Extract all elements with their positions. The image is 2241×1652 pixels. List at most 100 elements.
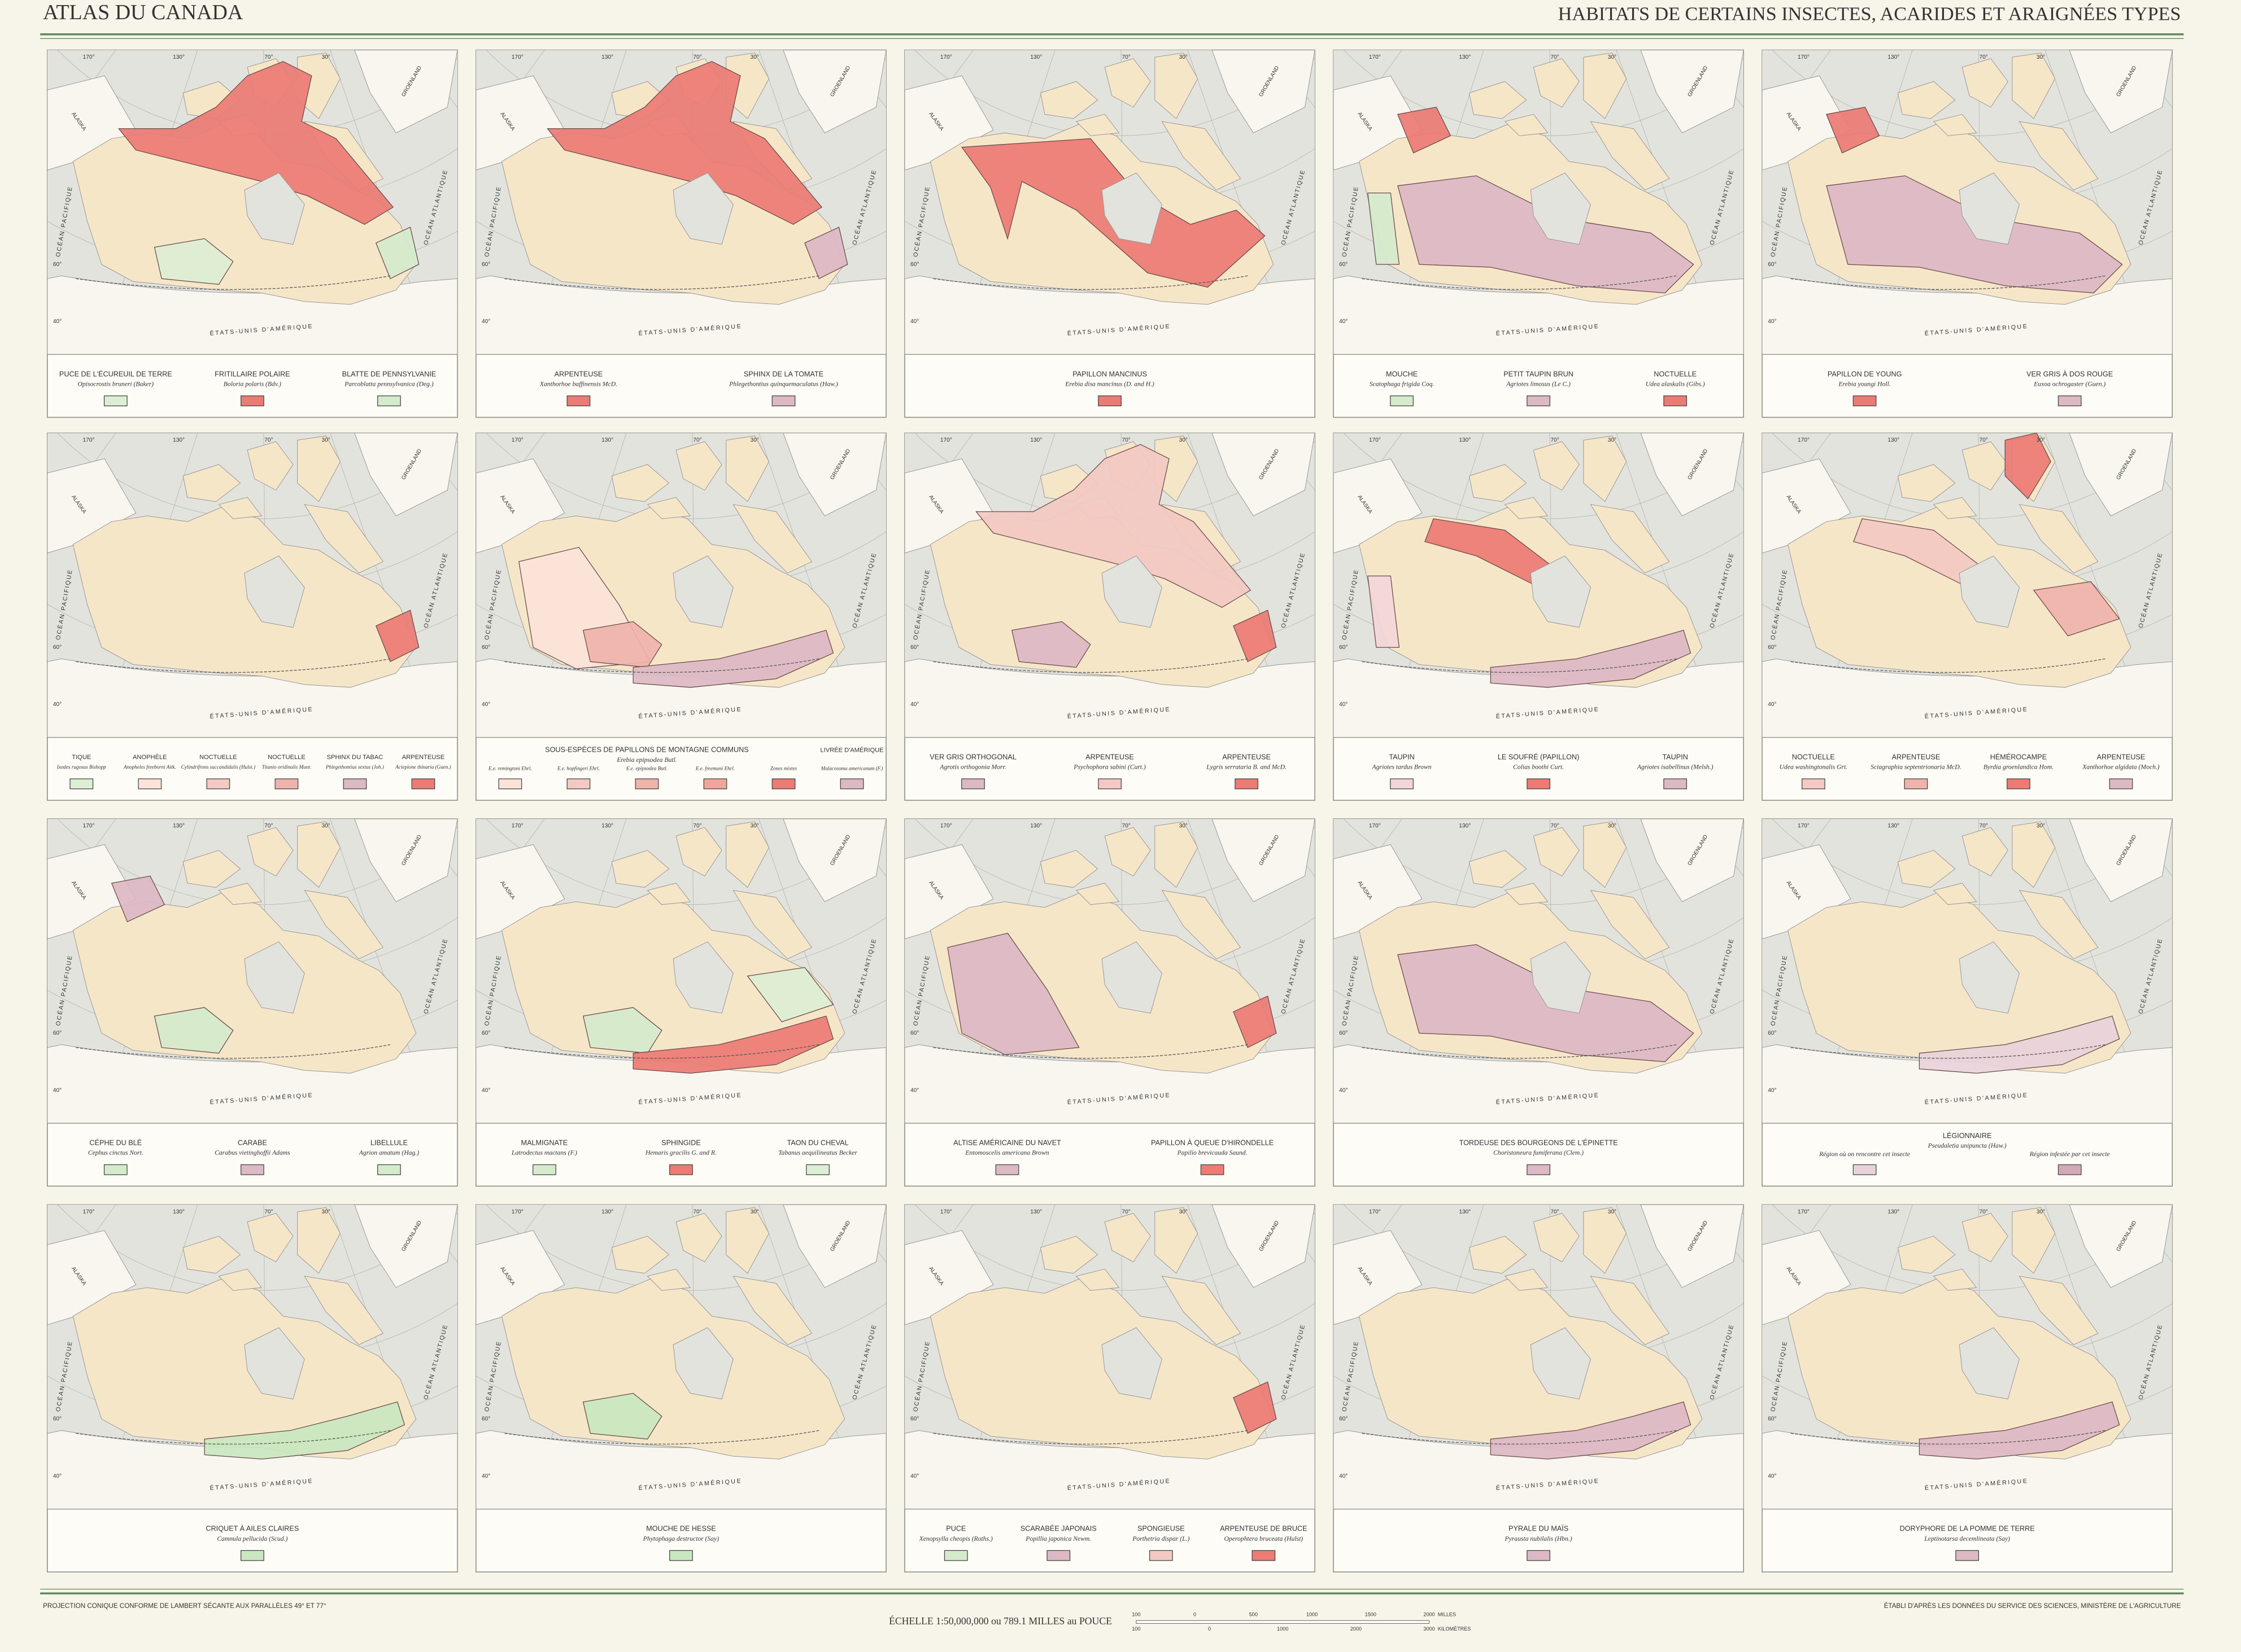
arctic-island bbox=[1468, 81, 1527, 119]
parallel-label: 60° bbox=[910, 1416, 919, 1422]
arctic-island bbox=[733, 1275, 813, 1345]
hudson-bay bbox=[1530, 555, 1592, 628]
meridian-label: 30° bbox=[1608, 54, 1616, 60]
legend-swatch bbox=[1200, 1164, 1224, 1175]
legend-latin: Aciepione thinaria (Guen.) bbox=[395, 764, 451, 770]
arctic-island bbox=[1040, 81, 1098, 119]
map-panel: 170° 130° 70° 30°60°40°OCÉAN PACIFIQUE OCÉAN… bbox=[47, 432, 458, 801]
map-panel: 170° 130° 70° 30°60°40°OCÉAN PACIFIQUE OCÉAN… bbox=[476, 818, 887, 1187]
meridian-label: 70° bbox=[693, 823, 701, 829]
border-line bbox=[504, 1430, 819, 1445]
parallel-label: 60° bbox=[1339, 1030, 1348, 1036]
legend-name: NOCTUELLE bbox=[1792, 753, 1835, 761]
greenland bbox=[2069, 818, 2173, 903]
parallel-label: 60° bbox=[1339, 1416, 1348, 1422]
legend-swatch bbox=[343, 778, 367, 790]
projection-note: PROJECTION CONIQUE CONFORME DE LAMBERT S… bbox=[43, 1602, 326, 1610]
meridian-label: 30° bbox=[751, 823, 759, 829]
legend-name: SPHINGIDE bbox=[661, 1139, 701, 1147]
legend-swatch bbox=[1527, 778, 1550, 790]
parallel-label: 40° bbox=[910, 1473, 919, 1479]
parallel-label: 40° bbox=[482, 701, 490, 708]
legend-heading-latin: Erebia epipsodea Butl. bbox=[616, 756, 677, 764]
legend-name: MOUCHE bbox=[1386, 370, 1418, 378]
meridian-label: 170° bbox=[1798, 437, 1810, 443]
miles-tick: 100 bbox=[1132, 1612, 1140, 1618]
parallel-label: 40° bbox=[1339, 319, 1348, 325]
legend-name: TAUPIN bbox=[1389, 753, 1414, 761]
km-tick: 2000 bbox=[1350, 1626, 1362, 1632]
hudson-bay bbox=[673, 172, 734, 245]
legend-latin: Phytophaga destructor (Say) bbox=[643, 1535, 719, 1542]
meridian-label: 30° bbox=[1179, 437, 1188, 443]
greenland bbox=[783, 818, 887, 903]
parallel-label: 60° bbox=[482, 644, 490, 651]
legend-swatch bbox=[1527, 1550, 1550, 1561]
parallel bbox=[486, 433, 887, 519]
legend-swatch bbox=[103, 1164, 128, 1175]
legend-latin: E.e. remingtoni Ehrl. bbox=[488, 765, 532, 771]
meridian-label: 30° bbox=[2037, 54, 2045, 60]
legend-latin: Popillia japonica Newm. bbox=[1025, 1535, 1091, 1542]
habitat-region bbox=[375, 609, 420, 662]
map: 170° 130° 70° 30°60°40°OCÉAN PACIFIQUE OCÉAN… bbox=[1762, 1205, 2173, 1509]
parallel-label: 60° bbox=[910, 644, 919, 651]
parallel-label: 40° bbox=[53, 1087, 62, 1093]
meridian-label: 70° bbox=[264, 437, 273, 443]
legend-name: LIVRÉE D'AMÉRIQUE bbox=[820, 746, 883, 753]
hudson-bay bbox=[1959, 555, 2020, 628]
arctic-island bbox=[1590, 890, 1670, 960]
meridian-label: 130° bbox=[1887, 54, 1899, 60]
meridian-label: 70° bbox=[1122, 1209, 1130, 1215]
greenland bbox=[354, 433, 457, 517]
legend-swatch bbox=[1955, 1550, 1980, 1561]
canada bbox=[1358, 507, 1703, 688]
parallel-label: 40° bbox=[482, 1087, 490, 1093]
hudson-bay bbox=[1530, 1327, 1592, 1400]
legend-name: PAPILLON DE YOUNG bbox=[1828, 370, 1902, 378]
legend-latin: Ixodes rugosus Bishopp bbox=[56, 764, 106, 770]
legend-latin: Euxoa ochrogaster (Guen.) bbox=[2033, 380, 2105, 387]
legend-latin: Papilio brevicauda Saund. bbox=[1177, 1149, 1248, 1157]
arctic-island bbox=[1468, 849, 1527, 888]
meridian-label: 130° bbox=[1459, 1209, 1471, 1215]
parallel-label: 40° bbox=[1768, 1087, 1776, 1093]
parallel bbox=[1343, 50, 1744, 136]
meridian-label: 130° bbox=[173, 437, 185, 443]
arctic-island bbox=[1897, 464, 1956, 502]
parallel-label: 60° bbox=[1768, 1030, 1776, 1036]
arctic-island bbox=[1933, 883, 1977, 905]
map-panel: 170° 130° 70° 30°60°40°OCÉAN PACIFIQUE OCÉAN… bbox=[1762, 818, 2173, 1187]
arctic-island bbox=[1583, 1207, 1627, 1274]
parallel-label: 60° bbox=[53, 1030, 62, 1036]
parallel bbox=[1772, 50, 2173, 136]
border-line bbox=[504, 275, 819, 290]
meridian-label: 70° bbox=[1980, 823, 1988, 829]
habitat-region bbox=[1397, 107, 1451, 154]
border-line bbox=[504, 1044, 819, 1059]
legend-latin: Hemaris gracilis G. and R. bbox=[645, 1149, 717, 1157]
meridian-label: 130° bbox=[173, 54, 185, 60]
border-line bbox=[1362, 658, 1677, 673]
parallel-label: 60° bbox=[910, 1030, 919, 1036]
map-panel: 170° 130° 70° 30°60°40°OCÉAN PACIFIQUE OCÉAN… bbox=[904, 1204, 1315, 1573]
legend-name: TORDEUSE DES BOURGEONS DE L'ÉPINETTE bbox=[1459, 1139, 1618, 1147]
legend-latin: Pyrausta nubilalis (Hbn.) bbox=[1505, 1535, 1572, 1542]
arctic-island bbox=[1897, 849, 1956, 888]
parallel-label: 40° bbox=[53, 1473, 62, 1479]
meridian-label: 170° bbox=[83, 823, 95, 829]
legend-name: PAPILLON À QUEUE D'HIRONDELLE bbox=[1151, 1139, 1274, 1147]
legend-latin: Opisocrostis bruneri (Baker) bbox=[78, 380, 154, 387]
legend-swatch bbox=[1663, 395, 1688, 407]
legend-name: PETIT TAUPIN BRUN bbox=[1503, 370, 1573, 378]
legend-latin: Agrion amatum (Hag.) bbox=[359, 1149, 419, 1157]
legend-name: NOCTUELLE bbox=[1654, 370, 1697, 378]
map: 170° 130° 70° 30°60°40°OCÉAN PACIFIQUE OCÉAN… bbox=[1762, 433, 2173, 738]
meridian-label: 170° bbox=[1798, 823, 1810, 829]
legend-name: CRIQUET À AILES CLAIRES bbox=[206, 1524, 299, 1533]
legend-name: ANOPHÈLE bbox=[133, 753, 167, 761]
meridian-label: 130° bbox=[601, 54, 613, 60]
legend-swatch bbox=[771, 395, 796, 407]
legend-latin: Zones mixtes bbox=[770, 765, 797, 771]
